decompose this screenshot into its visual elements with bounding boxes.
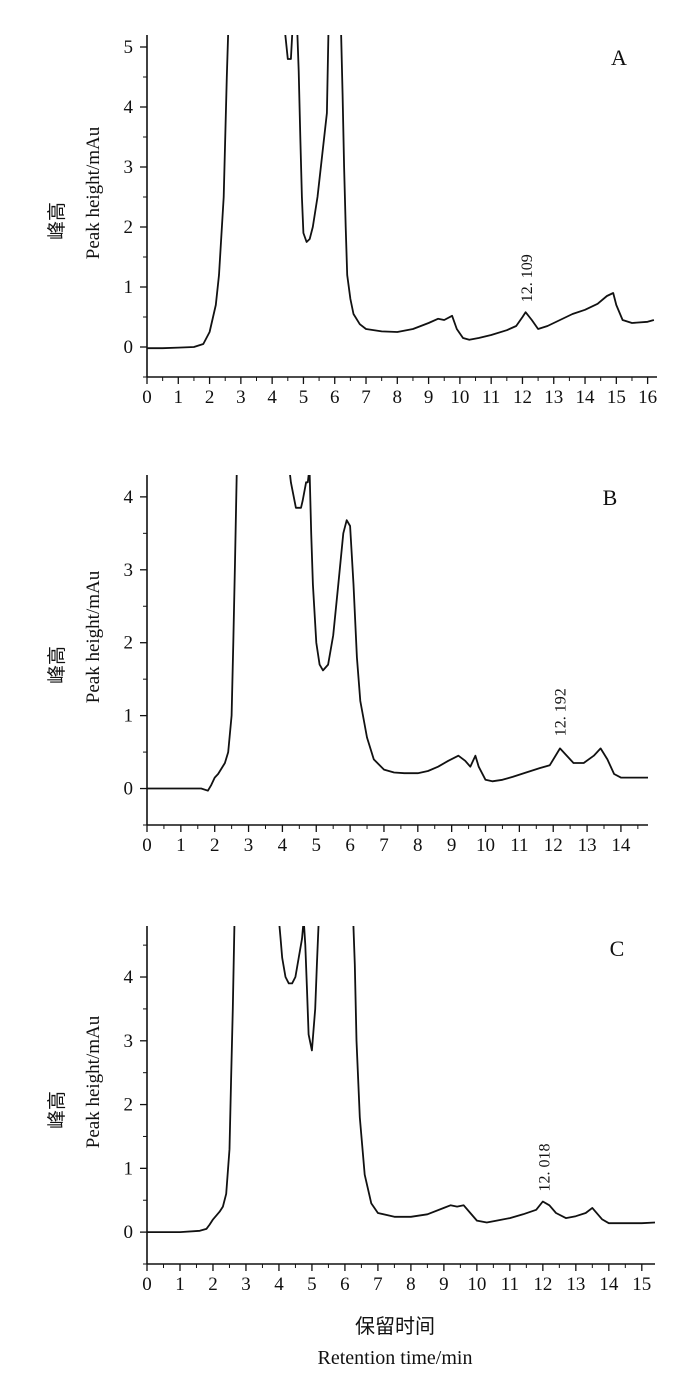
x-tick-label: 10 [450, 387, 469, 408]
y-axis-label: Peak height/mAu [83, 126, 104, 259]
x-tick-label: 15 [607, 387, 626, 408]
x-tick-label: 0 [142, 387, 152, 408]
peak-retention-label: 12. 109 [519, 254, 536, 302]
chromatogram-line [147, 475, 648, 792]
x-tick-label: 11 [501, 1274, 519, 1295]
x-tick-label: 12 [533, 1274, 552, 1295]
chromatogram-line [147, 926, 655, 1233]
x-tick-label: 13 [544, 387, 563, 408]
x-tick-label: 6 [340, 1274, 350, 1295]
x-tick-label: 2 [210, 835, 220, 856]
x-tick-label: 5 [307, 1274, 317, 1295]
x-tick-label: 5 [299, 387, 309, 408]
x-tick-label: 3 [244, 835, 254, 856]
x-tick-label: 10 [476, 835, 495, 856]
x-tick-label: 3 [241, 1274, 251, 1295]
peak-retention-label: 12. 018 [536, 1144, 553, 1192]
y-axis-label-chinese: 峰高 [46, 646, 68, 684]
panel-label: A [611, 45, 627, 70]
x-tick-label: 14 [599, 1274, 619, 1295]
x-tick-label: 7 [373, 1274, 383, 1295]
x-tick-label: 9 [447, 835, 457, 856]
x-tick-label: 12 [544, 835, 563, 856]
panel-label: B [603, 485, 618, 510]
y-tick-label: 3 [124, 560, 134, 581]
x-tick-label: 2 [205, 387, 215, 408]
x-tick-label: 3 [236, 387, 246, 408]
x-tick-label: 4 [267, 387, 277, 408]
y-tick-label: 4 [124, 487, 134, 508]
x-tick-label: 1 [174, 387, 184, 408]
y-axis-label-chinese: 峰高 [46, 1091, 68, 1129]
y-tick-label: 0 [124, 779, 134, 800]
x-tick-label: 11 [482, 387, 500, 408]
y-tick-label: 4 [124, 97, 134, 118]
y-tick-label: 4 [124, 967, 134, 988]
x-tick-label: 11 [510, 835, 528, 856]
x-tick-label: 6 [345, 835, 355, 856]
y-tick-label: 2 [124, 633, 134, 654]
x-tick-label: 16 [638, 387, 657, 408]
x-tick-label: 7 [379, 835, 389, 856]
y-tick-label: 3 [124, 157, 134, 178]
y-tick-label: 0 [124, 337, 134, 358]
x-tick-label: 8 [393, 387, 403, 408]
y-tick-label: 1 [124, 277, 134, 298]
y-axis-label: Peak height/mAu [83, 570, 104, 703]
x-tick-label: 4 [278, 835, 288, 856]
y-axis-label-chinese: 峰高 [46, 202, 68, 240]
x-tick-label: 7 [361, 387, 371, 408]
x-tick-label: 0 [142, 835, 152, 856]
x-tick-label: 14 [576, 387, 596, 408]
y-tick-label: 3 [124, 1031, 134, 1052]
x-tick-label: 1 [175, 1274, 185, 1295]
x-tick-label: 14 [611, 835, 631, 856]
x-axis-label: Retention time/min [318, 1347, 473, 1369]
x-tick-label: 4 [274, 1274, 284, 1295]
x-tick-label: 13 [566, 1274, 585, 1295]
x-tick-label: 0 [142, 1274, 152, 1295]
y-axis-label: Peak height/mAu [83, 1015, 104, 1148]
y-tick-label: 2 [124, 217, 134, 238]
x-tick-label: 9 [424, 387, 434, 408]
x-tick-label: 10 [467, 1274, 486, 1295]
x-tick-label: 5 [312, 835, 322, 856]
x-tick-label: 9 [439, 1274, 449, 1295]
x-tick-label: 2 [208, 1274, 218, 1295]
chromatogram-line [147, 35, 655, 350]
x-tick-label: 13 [578, 835, 597, 856]
x-tick-label: 1 [176, 835, 186, 856]
panel-label: C [610, 936, 625, 961]
peak-retention-label: 12. 192 [553, 688, 570, 736]
x-tick-label: 15 [632, 1274, 651, 1295]
x-tick-label: 8 [413, 835, 423, 856]
y-tick-label: 1 [124, 1158, 134, 1179]
x-tick-label: 6 [330, 387, 340, 408]
y-tick-label: 0 [124, 1222, 134, 1243]
x-axis-label-chinese: 保留时间 [355, 1315, 435, 1338]
y-tick-label: 1 [124, 706, 134, 727]
x-tick-label: 12 [513, 387, 532, 408]
y-tick-label: 5 [124, 37, 134, 58]
y-tick-label: 2 [124, 1095, 134, 1116]
x-tick-label: 8 [406, 1274, 416, 1295]
